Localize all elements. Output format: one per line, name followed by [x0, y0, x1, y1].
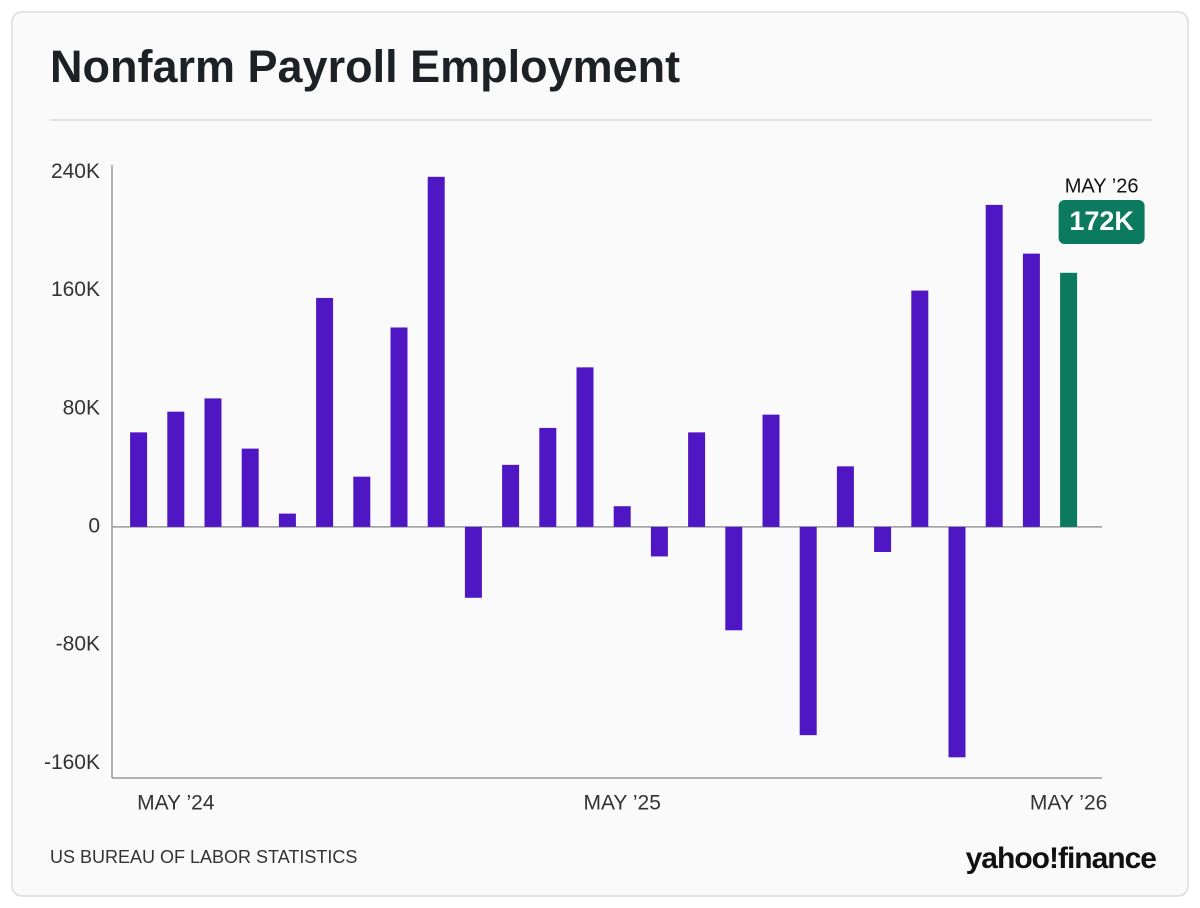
bar: [464, 526, 482, 598]
y-tick-label: 240K: [51, 160, 100, 183]
bar: [130, 432, 148, 527]
bar: [204, 398, 222, 527]
y-tick-label: -160K: [44, 751, 100, 774]
bar: [1060, 272, 1078, 527]
card: [11, 11, 1189, 897]
bar: [241, 448, 259, 527]
bar: [278, 513, 296, 527]
bar: [836, 466, 854, 527]
bar: [353, 476, 371, 527]
bar: [539, 427, 557, 527]
source: US BUREAU OF LABOR STATISTICS: [50, 847, 357, 867]
bar: [650, 526, 668, 557]
bar: [167, 411, 185, 527]
bar: [316, 297, 334, 527]
x-tick-label: MAY ’24: [137, 792, 215, 815]
bar: [688, 432, 706, 527]
bar: [502, 464, 520, 527]
logo: yahoo!finance: [966, 842, 1157, 875]
bar: [427, 176, 445, 527]
chart-title: Nonfarm Payroll Employment: [50, 41, 680, 92]
bar: [799, 526, 817, 736]
bar: [985, 204, 1003, 527]
bar: [1022, 253, 1040, 527]
bar: [390, 327, 408, 527]
bar: [613, 506, 631, 527]
bar: [911, 290, 929, 527]
y-tick-label: -80K: [56, 633, 100, 656]
x-tick-label: MAY ’25: [583, 792, 660, 815]
bar: [762, 414, 780, 527]
bar: [725, 526, 743, 631]
y-tick-label: 0: [88, 514, 100, 537]
bar: [576, 367, 594, 527]
data-label: 172K: [1069, 206, 1134, 236]
x-tick-label: MAY ’26: [1030, 792, 1107, 815]
bar: [874, 526, 892, 553]
annotation-badge: [1058, 200, 1145, 244]
annotation-date: MAY ’26: [1065, 175, 1139, 197]
bar: [948, 526, 966, 758]
y-tick-label: 80K: [63, 396, 100, 419]
y-tick-label: 160K: [51, 278, 100, 301]
